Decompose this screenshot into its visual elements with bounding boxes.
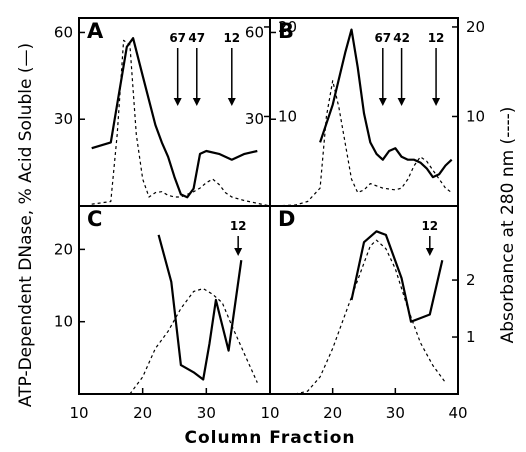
x-tick-label: 10 — [69, 404, 88, 422]
x-tick-label: 30 — [197, 404, 216, 422]
marker-label: 67 — [169, 31, 186, 45]
right-tick-label: 10 — [466, 107, 485, 125]
x-tick-label: 40 — [448, 404, 467, 422]
marker-label: 47 — [188, 31, 205, 45]
x-tick-label: 10 — [260, 404, 279, 422]
marker-label: 12 — [230, 219, 247, 233]
panel-letter-a: A — [87, 19, 104, 43]
marker-label: 42 — [393, 31, 410, 45]
marker-arrow-head — [432, 98, 441, 106]
series-dashed-line — [269, 80, 453, 207]
left-tick-label: 60 — [54, 23, 73, 41]
series-dashed-line — [91, 39, 271, 207]
left-tick-label: 60 — [245, 23, 264, 41]
right-tick-label: 2 — [466, 271, 476, 289]
series-solid-line — [319, 28, 453, 179]
marker-arrow-head — [378, 98, 387, 106]
right-tick-label: 1 — [466, 328, 476, 346]
marker-arrow-head — [192, 98, 201, 106]
x-axis-title: Column Fraction — [184, 428, 355, 448]
marker-label: 67 — [374, 31, 391, 45]
right-tick-label: 20 — [278, 18, 297, 36]
series-solid-line — [91, 37, 258, 199]
marker-arrow-head — [234, 248, 243, 256]
x-tick-label: 20 — [323, 404, 342, 422]
panel-letter-d: D — [278, 207, 295, 231]
right-axis-title: Absorbance at 280 nm (----) — [498, 107, 518, 344]
left-tick-label: 30 — [54, 110, 73, 128]
right-tick-label: 20 — [466, 18, 485, 36]
panel-letter-b: B — [278, 19, 294, 43]
left-tick-label: 20 — [54, 240, 73, 258]
left-tick-label: 10 — [54, 313, 73, 331]
x-tick-label: 20 — [133, 404, 152, 422]
left-tick-label: 30 — [245, 110, 264, 128]
series-dashed-line — [129, 288, 258, 395]
series-dashed-line — [294, 239, 446, 395]
marker-arrow-head — [227, 98, 236, 106]
marker-arrow-head — [173, 98, 182, 106]
panel-b: B 30 60 10 20 67 42 12 — [245, 18, 485, 207]
series-solid-line — [350, 230, 444, 323]
panel-letter-c: C — [87, 207, 102, 231]
marker-label: 12 — [428, 31, 445, 45]
right-tick-label: 10 — [278, 107, 297, 125]
left-axis-title: ATP-Dependent DNase, % Acid Soluble (—) — [16, 43, 36, 407]
series-solid-line — [157, 234, 243, 381]
marker-label: 12 — [421, 219, 438, 233]
marker-arrow-head — [425, 248, 434, 256]
x-tick-label: 30 — [386, 404, 405, 422]
panel-c: C 10 20 12 — [54, 207, 258, 395]
marker-label: 12 — [223, 31, 240, 45]
panel-a: A 30 60 10 20 67 47 12 — [54, 18, 297, 207]
marker-arrow-head — [397, 98, 406, 106]
